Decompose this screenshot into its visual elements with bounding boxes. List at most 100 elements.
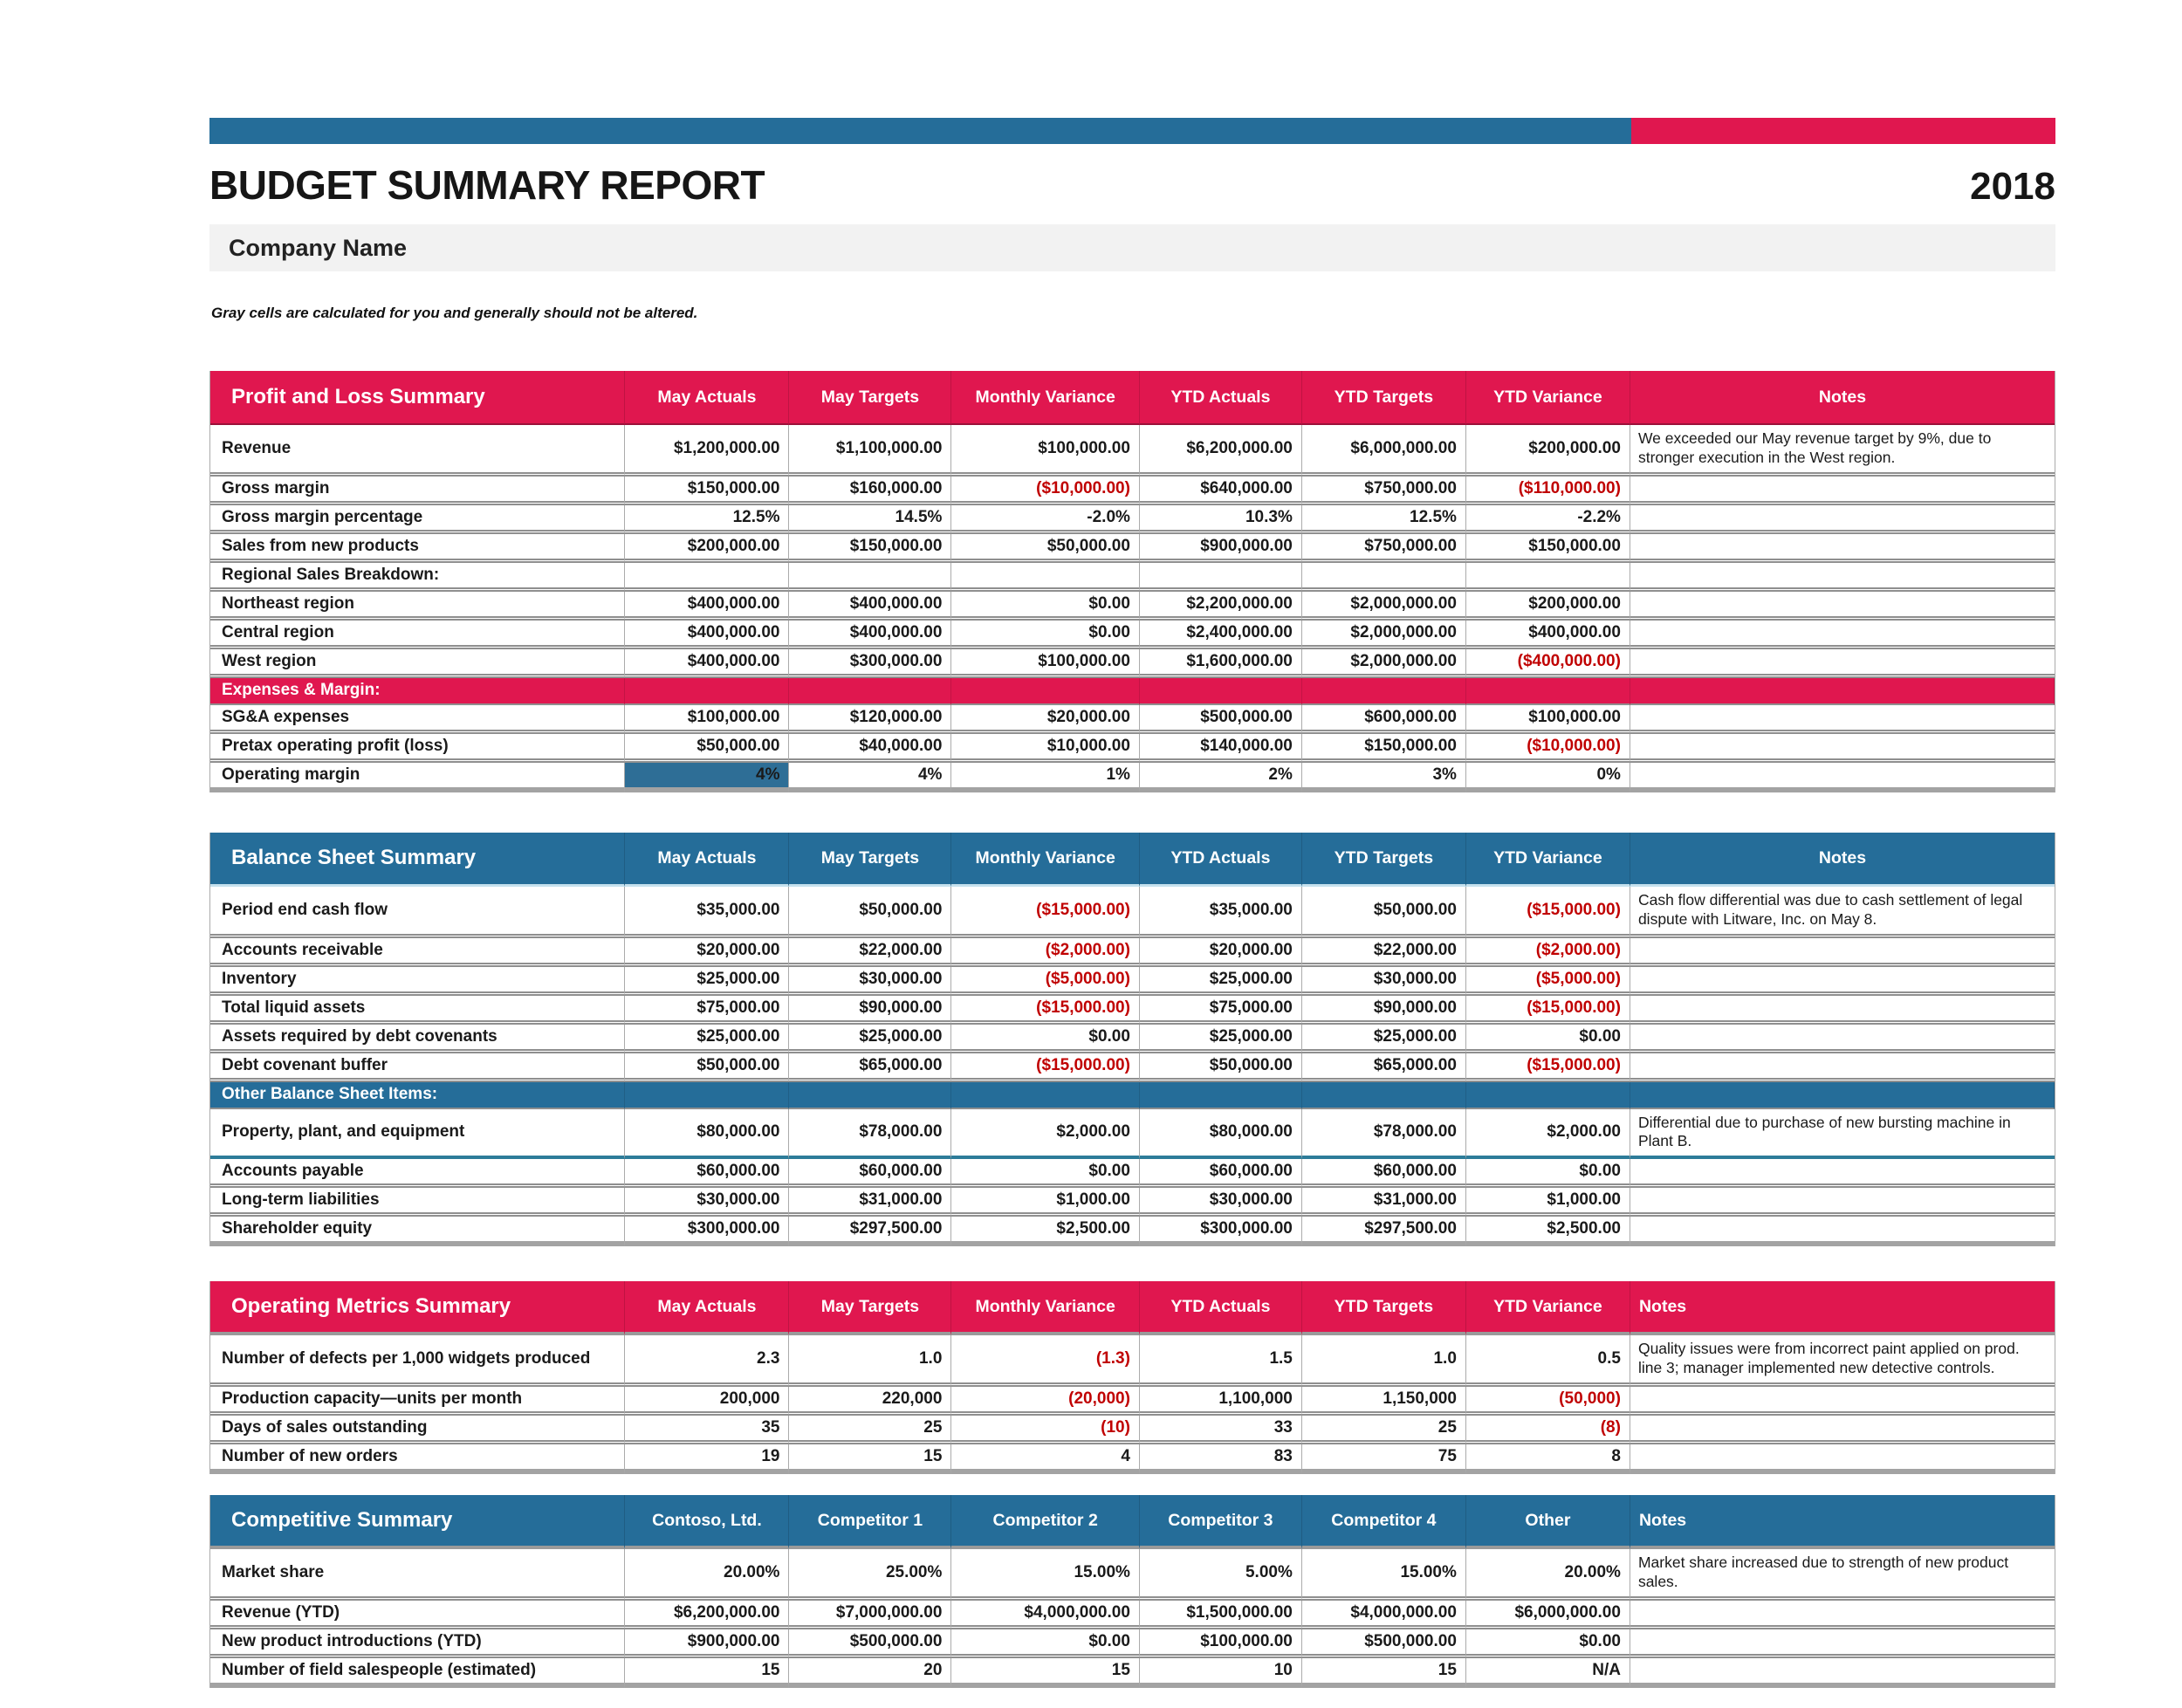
note-cell [1630,1387,2055,1416]
note-cell [1630,1024,2055,1053]
note-cell [1630,1657,2055,1688]
value-cell: $2,000,000.00 [1301,591,1466,621]
row-label: Days of sales outstanding [210,1416,626,1444]
section-subheader-cell [951,677,1140,705]
value-cell: $0.00 [1465,1159,1630,1189]
table-row: Days of sales outstanding 35 25 (10) 33 25 (8) [210,1416,2055,1444]
row-label: Sales from new products [210,533,626,563]
note-cell: Quality issues were from incorrect paint… [1630,1335,2055,1387]
value-cell: 35 [625,1416,790,1444]
value-cell: 220,000 [789,1387,952,1416]
value-cell: $0.00 [951,620,1140,649]
table-balance-sheet: Balance Sheet Summary May Actuals May Targ… [209,832,2055,1247]
value-cell: $60,000.00 [1301,1159,1466,1189]
row-label: Total liquid assets [210,995,626,1025]
table-row: Revenue (YTD) $6,200,000.00 $7,000,000.00 $… [210,1600,2055,1629]
value-cell: 15.00% [951,1549,1140,1601]
column-header: YTD Actuals [1139,832,1302,887]
value-cell: $0.00 [951,1159,1140,1189]
value-cell: 2.3 [625,1335,790,1387]
value-cell: $4,000,000.00 [951,1600,1140,1629]
value-cell: $100,000.00 [1465,704,1630,734]
top-accent-bar [209,118,2055,144]
value-cell: 25.00% [789,1549,952,1601]
value-cell: ($15,000.00) [1465,995,1630,1025]
value-cell: 1.0 [1301,1335,1466,1387]
column-header: May Actuals [625,832,790,887]
notes-column-header: Notes [1630,371,2055,425]
value-cell: $25,000.00 [789,1024,952,1053]
value-cell: $7,000,000.00 [789,1600,952,1629]
tables-container: Profit and Loss Summary May Actuals May Ta… [209,371,2055,1688]
value-cell: (20,000) [951,1387,1140,1416]
table-gap [209,792,2055,833]
value-cell: ($15,000.00) [951,1053,1140,1082]
value-cell: ($2,000.00) [951,937,1140,967]
value-cell: $50,000.00 [951,533,1140,563]
value-cell: (8) [1465,1416,1630,1444]
row-label: Property, plant, and equipment [210,1108,626,1160]
instruction-note: Gray cells are calculated for you and ge… [211,305,698,321]
column-header: Contoso, Ltd. [625,1495,790,1549]
table-row: Shareholder equity $300,000.00 $297,500.00… [210,1217,2055,1247]
value-cell: ($5,000.00) [951,966,1140,996]
note-cell [1630,762,2055,792]
table-row: Accounts receivable $20,000.00 $22,000.00(… [210,937,2055,967]
value-cell: $900,000.00 [1139,533,1302,563]
value-cell: 5.00% [1139,1549,1302,1601]
page-title: BUDGET SUMMARY REPORT [209,162,765,208]
section-subheader-row: Other Balance Sheet Items: [210,1081,2055,1109]
note-cell [1630,620,2055,649]
column-header: YTD Actuals [1139,1281,1302,1336]
table-row: Gross margin percentage 12.5% 14.5% -2.0% 10… [210,504,2055,534]
value-cell: $22,000.00 [1301,937,1466,967]
row-label: Inventory [210,966,626,996]
row-label: Revenue [210,425,626,477]
column-header: Other [1465,1495,1630,1549]
row-label: Pretax operating profit (loss) [210,733,626,763]
value-cell: $60,000.00 [1139,1159,1302,1189]
value-cell: ($10,000.00) [951,476,1140,505]
value-cell: 1.0 [789,1335,952,1387]
value-cell [1301,562,1466,592]
table-row: Inventory $25,000.00 $30,000.00 ($5,000.00)… [210,966,2055,996]
value-cell: $160,000.00 [789,476,952,505]
row-label: Central region [210,620,626,649]
table-row: Production capacity—units per month 200,0… [210,1387,2055,1416]
value-cell: ($15,000.00) [1465,1053,1630,1082]
value-cell: $90,000.00 [789,995,952,1025]
value-cell: 4% [789,762,952,792]
value-cell: $2,500.00 [1465,1217,1630,1247]
accent-bar-blue-segment [209,118,1631,144]
note-cell [1630,476,2055,505]
table-gap [209,1246,2055,1281]
value-cell: $0.00 [951,591,1140,621]
value-cell: $2,500.00 [951,1217,1140,1247]
value-cell [1139,562,1302,592]
value-cell: 1% [951,762,1140,792]
column-header: Monthly Variance [951,832,1140,887]
row-label: Assets required by debt covenants [210,1024,626,1053]
value-cell: $100,000.00 [625,704,790,734]
value-cell: $400,000.00 [789,620,952,649]
table-header-row: Balance Sheet Summary May Actuals May Targ… [210,832,2055,887]
note-cell: Cash flow differential was due to cash s… [1630,886,2055,938]
column-header: Competitor 1 [789,1495,952,1549]
value-cell: $1,200,000.00 [625,425,790,477]
note-cell [1630,562,2055,592]
section-subheader-cell [1301,1081,1466,1109]
value-cell: $400,000.00 [789,591,952,621]
column-header: Competitor 3 [1139,1495,1302,1549]
section-subheader-cell [1465,677,1630,705]
value-cell: $297,500.00 [789,1217,952,1247]
value-cell: ($110,000.00) [1465,476,1630,505]
section-subheader-cell [1301,677,1466,705]
table-header-row: Profit and Loss Summary May Actuals May Ta… [210,371,2055,425]
value-cell: ($10,000.00) [1465,733,1630,763]
value-cell: 15 [1301,1657,1466,1688]
value-cell: 12.5% [625,504,790,534]
value-cell: 200,000 [625,1387,790,1416]
column-header: YTD Targets [1301,371,1466,425]
value-cell: $1,100,000.00 [789,425,952,477]
table-row: West region $400,000.00 $300,000.00 $100,00… [210,648,2055,678]
